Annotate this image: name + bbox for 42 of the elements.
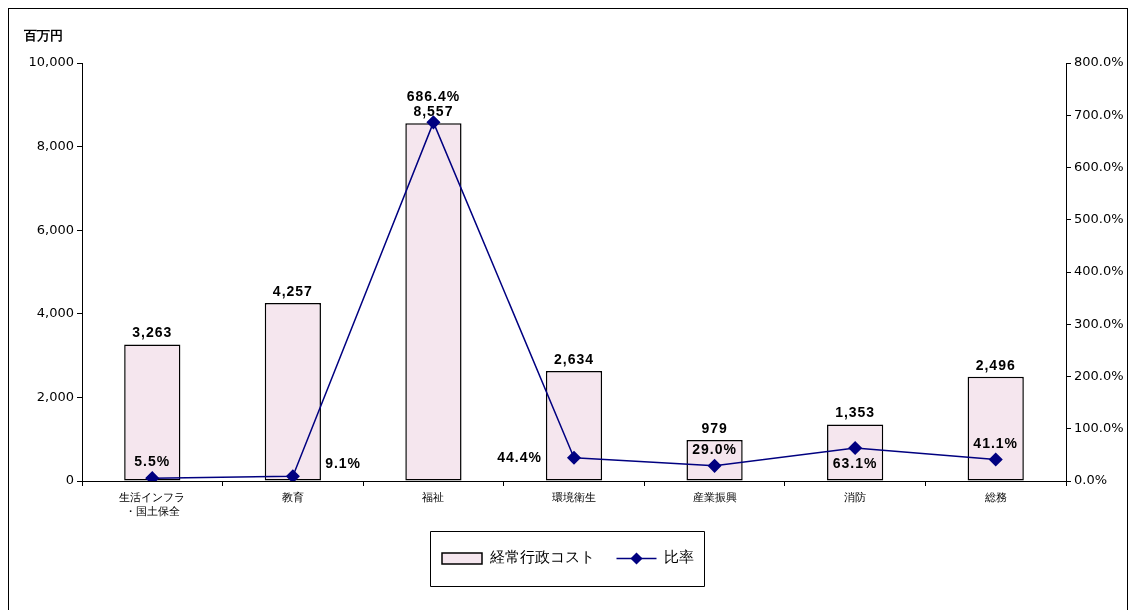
- data-label: 3,263: [132, 324, 173, 341]
- y2-tick-label: 600.0%: [1074, 158, 1124, 174]
- data-label: 2,634: [553, 350, 595, 367]
- data-label: 979: [701, 419, 728, 436]
- data-label: 5.5%: [134, 453, 171, 470]
- x-tick-label: 産業振興: [692, 491, 737, 505]
- x-tick-label: 総務: [983, 491, 1007, 505]
- y2-tick-label: 0.0%: [1074, 472, 1108, 488]
- data-label: 8,557: [413, 103, 454, 120]
- data-label: 29.0%: [692, 441, 737, 458]
- data-label: 4,257: [272, 282, 313, 299]
- data-label: 9.1%: [325, 454, 362, 471]
- y2-tick-label: 400.0%: [1074, 263, 1124, 279]
- data-label: 2,496: [975, 356, 1016, 373]
- point: [988, 452, 1003, 467]
- data-label: 63.1%: [832, 455, 878, 472]
- x-tick-label: 福祉: [422, 491, 445, 505]
- data-label: 1,353: [835, 404, 876, 421]
- point: [567, 451, 581, 465]
- legend-label: 比率: [664, 548, 694, 567]
- point: [286, 469, 300, 481]
- y-tick-label: 6,000: [36, 221, 74, 237]
- y2-tick-label: 100.0%: [1074, 420, 1124, 436]
- data-label: 686.4%: [406, 87, 461, 104]
- x-tick-label: 生活インフラ・国土保全: [119, 491, 186, 518]
- y2-tick-label: 800.0%: [1074, 54, 1124, 70]
- y2-tick-label: 200.0%: [1074, 367, 1124, 383]
- y2-tick-label: 300.0%: [1074, 315, 1124, 331]
- data-label: 41.1%: [973, 434, 1019, 451]
- data-label: 44.4%: [497, 449, 542, 466]
- x-tick-label: 環境衛生: [552, 491, 596, 505]
- x-tick-label: 教育: [281, 491, 304, 505]
- legend-label: 経常行政コスト: [488, 548, 595, 567]
- y2-tick-label: 500.0%: [1074, 211, 1124, 227]
- y-tick-label: 10,000: [28, 54, 74, 70]
- y-tick-label: 8,000: [36, 137, 74, 153]
- y-tick-label: 2,000: [36, 388, 74, 404]
- y-tick-label: 0: [65, 472, 74, 488]
- y-axis-title: 百万円: [23, 28, 63, 44]
- y2-tick-label: 700.0%: [1074, 106, 1124, 122]
- y-tick-label: 4,000: [36, 305, 74, 321]
- x-tick-label: 消防: [844, 491, 867, 505]
